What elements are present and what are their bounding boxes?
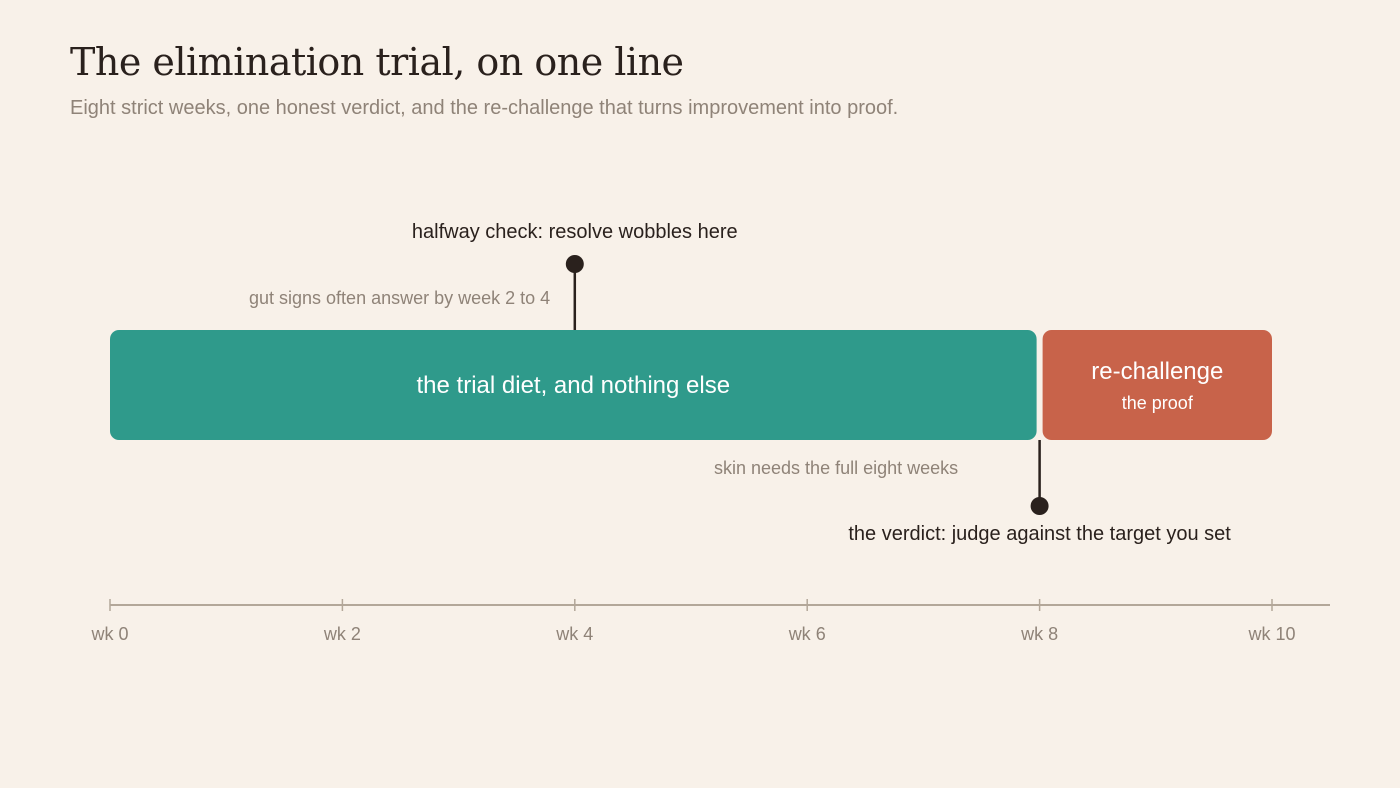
- gut-signs-note: gut signs often answer by week 2 to 4: [249, 288, 550, 308]
- axis-tick-label: wk 10: [1247, 624, 1295, 644]
- halfway-marker: [565, 255, 584, 273]
- axis-tick-label: wk 6: [788, 624, 826, 644]
- axis-ticks: wk 0 wk 2 wk 4 wk 6 wk 8 wk 10: [90, 599, 1296, 644]
- page-title: The elimination trial, on one line: [70, 40, 684, 84]
- trial-phase: the trial diet, and nothing else: [110, 330, 1037, 440]
- rechallenge-phase-label: re-challenge: [1091, 358, 1223, 385]
- verdict-marker: [1030, 497, 1049, 515]
- axis-tick-label: wk 2: [323, 624, 361, 644]
- axis-tick-label: wk 0: [90, 624, 128, 644]
- trial-phase-bar: [110, 330, 1037, 440]
- rechallenge-phase-bar: [1042, 330, 1272, 440]
- axis-tick-label: wk 4: [555, 624, 593, 644]
- rechallenge-phase: re-challenge the proof: [1042, 330, 1272, 440]
- verdict-callout: the verdict: judge against the target yo…: [848, 440, 1231, 545]
- trial-phase-label: the trial diet, and nothing else: [417, 372, 731, 399]
- verdict-callout-label: the verdict: judge against the target yo…: [848, 523, 1231, 545]
- axis-tick-label: wk 8: [1020, 624, 1058, 644]
- rechallenge-phase-sublabel: the proof: [1122, 393, 1194, 413]
- halfway-callout-label: halfway check: resolve wobbles here: [412, 221, 738, 243]
- skin-note: skin needs the full eight weeks: [714, 458, 958, 478]
- page-subtitle: Eight strict weeks, one honest verdict, …: [70, 97, 899, 119]
- halfway-callout: halfway check: resolve wobbles here: [412, 221, 738, 330]
- week-axis: wk 0 wk 2 wk 4 wk 6 wk 8 wk 10: [90, 599, 1330, 644]
